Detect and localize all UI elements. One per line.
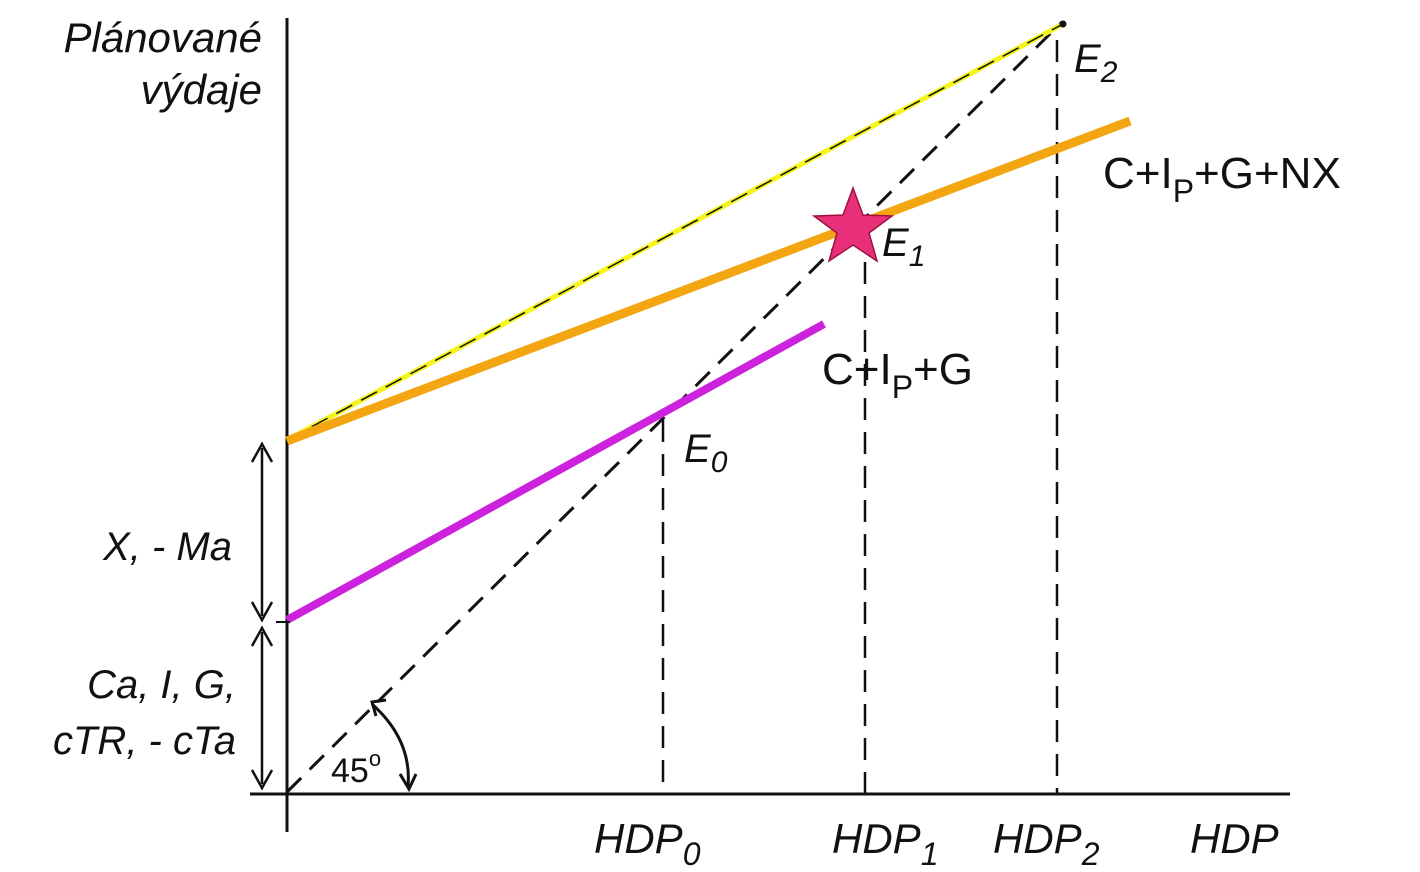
y-axis-label-line1: Plánované (64, 14, 263, 61)
angle-arrowhead-bottom (398, 773, 418, 793)
angle-arc (370, 702, 410, 787)
y-axis-label-line2: výdaje (141, 66, 262, 113)
intercept-arrow-lower (250, 625, 274, 791)
intercept-arrow-upper (250, 441, 274, 623)
x-tick-hdp1: HDP1 (832, 815, 938, 872)
x-tick-hdp0: HDP0 (594, 815, 701, 872)
intercept-label-upper: X, - Ma (102, 525, 232, 569)
point-label-e2: E2 (1074, 37, 1118, 89)
angle-arrowhead-top (370, 698, 387, 717)
intercept-label-lower-line2: cTR, - cTa (53, 719, 236, 763)
curve-label-total: C+IP+G+NX (1103, 149, 1341, 209)
point-label-e1: E1 (882, 221, 925, 273)
point-label-e0: E0 (684, 427, 728, 479)
total-expenditure-line (285, 116, 1132, 446)
curve-label-domestic: C+IP+G (822, 345, 973, 405)
e2-point-marker (1059, 20, 1067, 28)
intercept-label-lower-line1: Ca, I, G, (87, 663, 236, 707)
domestic-expenditure-line (285, 320, 826, 624)
shifted-expenditure-dash (286, 23, 1064, 441)
e1-star-marker (811, 185, 895, 263)
x-tick-hdp2: HDP2 (993, 815, 1100, 872)
x-axis-label: HDP (1190, 815, 1279, 862)
angle-label: 45o (331, 746, 381, 790)
